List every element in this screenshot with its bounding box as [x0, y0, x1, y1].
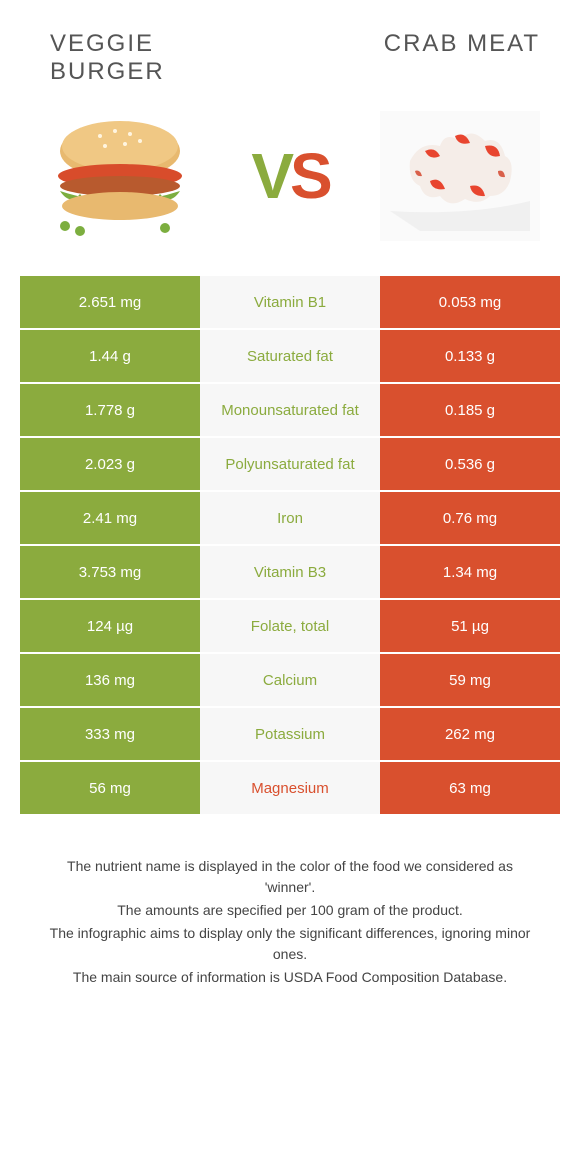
- table-row: 56 mgMagnesium63 mg: [20, 762, 560, 816]
- table-row: 3.753 mgVitamin B31.34 mg: [20, 546, 560, 600]
- table-row: 2.41 mgIron0.76 mg: [20, 492, 560, 546]
- food-title-right: CRAB MEAT: [340, 30, 540, 58]
- value-left: 3.753 mg: [20, 546, 200, 598]
- value-right: 51 µg: [380, 600, 560, 652]
- value-right: 0.185 g: [380, 384, 560, 436]
- nutrient-label: Saturated fat: [200, 330, 380, 382]
- value-right: 59 mg: [380, 654, 560, 706]
- value-left: 2.023 g: [20, 438, 200, 490]
- value-right: 0.536 g: [380, 438, 560, 490]
- value-right: 262 mg: [380, 708, 560, 760]
- value-left: 56 mg: [20, 762, 200, 814]
- footer-line: The main source of information is USDA F…: [40, 967, 540, 988]
- header: VEGGIE BURGER CRAB MEAT: [0, 0, 580, 96]
- nutrient-label: Vitamin B3: [200, 546, 380, 598]
- vs-letter-v: V: [251, 140, 290, 212]
- nutrient-label: Monounsaturated fat: [200, 384, 380, 436]
- food-title-left: VEGGIE BURGER: [40, 30, 240, 86]
- table-row: 1.778 gMonounsaturated fat0.185 g: [20, 384, 560, 438]
- value-right: 1.34 mg: [380, 546, 560, 598]
- nutrient-table: 2.651 mgVitamin B10.053 mg1.44 gSaturate…: [0, 276, 580, 816]
- value-right: 0.053 mg: [380, 276, 560, 328]
- footer-notes: The nutrient name is displayed in the co…: [0, 816, 580, 988]
- value-left: 136 mg: [20, 654, 200, 706]
- table-row: 2.651 mgVitamin B10.053 mg: [20, 276, 560, 330]
- value-left: 1.44 g: [20, 330, 200, 382]
- images-row: VS: [0, 96, 580, 276]
- nutrient-label: Polyunsaturated fat: [200, 438, 380, 490]
- nutrient-label: Potassium: [200, 708, 380, 760]
- value-right: 0.76 mg: [380, 492, 560, 544]
- footer-line: The amounts are specified per 100 gram o…: [40, 900, 540, 921]
- value-left: 1.778 g: [20, 384, 200, 436]
- crab-meat-image: [360, 101, 560, 251]
- value-left: 333 mg: [20, 708, 200, 760]
- table-row: 2.023 gPolyunsaturated fat0.536 g: [20, 438, 560, 492]
- veggie-burger-image: [20, 101, 220, 251]
- nutrient-label: Calcium: [200, 654, 380, 706]
- value-right: 0.133 g: [380, 330, 560, 382]
- table-row: 1.44 gSaturated fat0.133 g: [20, 330, 560, 384]
- table-row: 333 mgPotassium262 mg: [20, 708, 560, 762]
- nutrient-label: Folate, total: [200, 600, 380, 652]
- value-left: 2.41 mg: [20, 492, 200, 544]
- nutrient-label: Magnesium: [200, 762, 380, 814]
- value-left: 124 µg: [20, 600, 200, 652]
- footer-line: The infographic aims to display only the…: [40, 923, 540, 965]
- value-left: 2.651 mg: [20, 276, 200, 328]
- nutrient-label: Vitamin B1: [200, 276, 380, 328]
- value-right: 63 mg: [380, 762, 560, 814]
- nutrient-label: Iron: [200, 492, 380, 544]
- footer-line: The nutrient name is displayed in the co…: [40, 856, 540, 898]
- table-row: 136 mgCalcium59 mg: [20, 654, 560, 708]
- table-row: 124 µgFolate, total51 µg: [20, 600, 560, 654]
- vs-letter-s: S: [290, 140, 329, 212]
- vs-label: VS: [251, 139, 328, 213]
